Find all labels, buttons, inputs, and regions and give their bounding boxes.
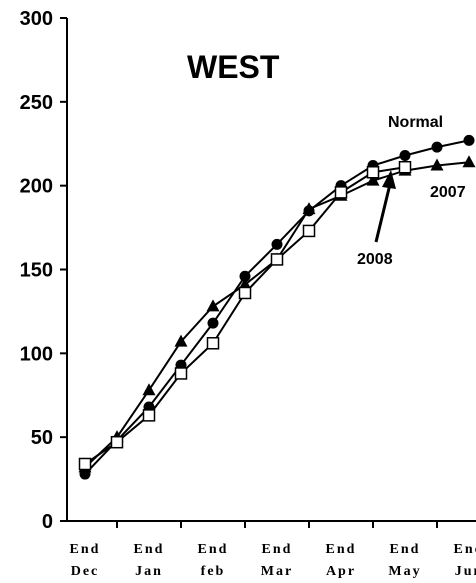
series-2008: [78, 160, 412, 471]
y-tick-label: 150: [20, 260, 53, 282]
data-point: [110, 435, 124, 449]
x-axis: End Dec End Jan End feb End Mar End Apr End May End J…: [67, 520, 476, 579]
x-tick-label: Dec: [71, 564, 100, 579]
y-tick-label: 100: [20, 343, 53, 365]
data-point: [142, 383, 156, 396]
series-layer: [78, 134, 476, 480]
data-point: [462, 155, 476, 168]
data-point: [463, 134, 475, 146]
data-point: [334, 186, 348, 199]
y-tick-label: 0: [42, 511, 53, 533]
y-tick-label: 200: [20, 176, 53, 198]
annotation-arrow-shaft: [374, 179, 393, 243]
x-ticks: End Dec End Jan End feb End Mar End Apr End May End J…: [70, 521, 476, 579]
y-tick-label: 300: [20, 8, 53, 30]
y-ticks: 0 50 100 150 200 250 300: [20, 8, 67, 533]
data-point: [238, 286, 252, 300]
x-tick-label: End: [70, 542, 101, 557]
x-tick-label: Mar: [261, 564, 293, 579]
x-tick-label: Jan: [135, 564, 163, 579]
series-Normal: [79, 134, 475, 480]
data-point: [366, 173, 380, 186]
data-point: [142, 409, 156, 422]
data-point: [206, 299, 220, 312]
data-point: [302, 224, 316, 238]
x-tick-label: End: [134, 542, 165, 557]
annotation-2007: 2007: [430, 184, 466, 201]
x-tick-label: End: [390, 542, 421, 557]
data-point: [430, 158, 444, 171]
annotations: Normal 2007 2008: [357, 114, 466, 268]
x-tick-label: End: [454, 542, 476, 557]
x-tick-label: May: [388, 564, 421, 579]
data-point: [239, 270, 251, 282]
data-point: [207, 317, 219, 329]
series-line: [84, 166, 406, 465]
chart-title: WEST: [187, 49, 280, 85]
x-tick-label: Apr: [326, 564, 356, 579]
data-point: [398, 160, 412, 174]
data-point: [270, 253, 284, 266]
y-tick-label: 50: [31, 427, 53, 449]
data-point: [399, 149, 411, 161]
x-tick-label: End: [262, 542, 293, 557]
data-point: [174, 334, 188, 347]
data-point: [238, 277, 252, 290]
data-point: [271, 238, 283, 250]
x-tick-label: End: [198, 542, 229, 557]
data-point: [206, 337, 220, 350]
series-line: [84, 139, 470, 475]
annotation-2008: 2008: [357, 251, 393, 268]
data-point: [366, 166, 380, 179]
data-point: [302, 202, 316, 215]
x-tick-label: Jun: [455, 564, 476, 579]
x-tick-label: End: [326, 542, 357, 557]
y-tick-label: 250: [20, 92, 53, 114]
data-point: [78, 457, 92, 471]
data-point: [174, 367, 188, 380]
data-point: [431, 141, 443, 153]
annotation-Normal: Normal: [388, 114, 443, 131]
x-tick-label: feb: [201, 564, 226, 579]
y-axis: 0 50 100 150 200 250 300: [20, 8, 68, 533]
annotation-arrow-head: [382, 170, 396, 189]
